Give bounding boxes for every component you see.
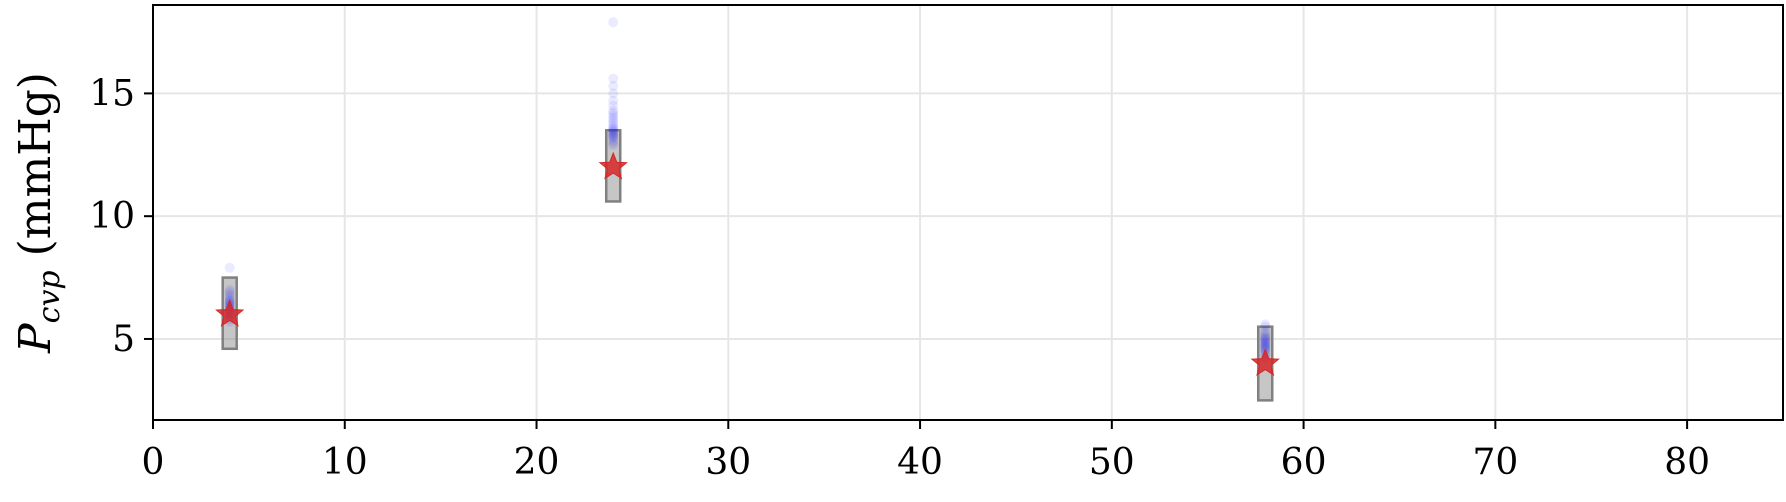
sample-point [608,73,619,84]
sample-point [224,262,235,273]
sample-point [608,81,619,92]
sample-point [1260,321,1271,332]
sample-point [608,130,619,141]
sample-point [608,100,619,111]
observed-star [598,151,628,180]
sample-point [608,110,619,121]
y-axis-label-unit: (mmHg) [10,72,61,256]
sample-point [1260,329,1271,340]
sample-point [224,292,235,303]
observed-star [215,299,245,327]
sample-point [608,128,619,139]
x-tick-label: 60 [1281,442,1327,483]
sample-point [1260,342,1271,353]
sample-point [224,289,235,300]
y-axis-label-symbol: P [10,322,61,354]
y-tick-label: 15 [89,73,135,114]
x-tick-label: 50 [1089,442,1135,483]
grid [153,5,1783,420]
x-tick-label: 10 [322,442,368,483]
sample-point [608,108,619,119]
sample-point [608,131,619,142]
sample-points [224,17,1271,364]
y-axis-label: Pcvp (mmHg) [10,72,67,354]
x-tick-label: 0 [142,442,165,483]
sample-point [608,17,619,28]
sample-point [608,120,619,131]
x-tick-label: 30 [705,442,751,483]
sample-point [1260,333,1271,344]
sample-point [1260,332,1271,343]
y-tick-label: 10 [89,196,135,237]
sample-point [608,122,619,133]
sample-point [1260,319,1271,330]
sample-point [608,139,619,150]
sample-point [1260,337,1271,348]
sample-point [608,124,619,135]
sample-point [608,117,619,128]
x-tick-label: 80 [1664,442,1710,483]
sample-point [608,132,619,143]
sample-point [608,95,619,106]
sample-point [608,112,619,123]
sample-point [224,287,235,298]
sample-point [1260,341,1271,352]
observed-markers [215,151,1280,376]
sample-point [1260,326,1271,337]
sample-point [1260,338,1271,349]
sample-point [608,127,619,138]
y-tick-label: 5 [112,319,135,360]
x-tick-label: 70 [1472,442,1518,483]
x-tick-label: 40 [897,442,943,483]
sample-point [1260,340,1271,351]
sample-point [608,126,619,137]
sample-point [1260,336,1271,347]
plot-frame [152,4,1784,421]
sample-point [608,105,619,116]
y-axis: 5 10 15 [89,73,153,360]
x-axis: 0 10 20 30 40 50 60 70 80 [142,420,1710,483]
sample-point [608,135,619,146]
sample-point [608,137,619,148]
sample-point [608,115,619,126]
x-tick-label: 20 [514,442,560,483]
y-axis-label-subscript: cvp [32,270,67,323]
observed-star [1250,348,1280,376]
sample-point [224,284,235,295]
sample-point [608,125,619,136]
sample-point [1260,335,1271,346]
sample-point [1260,331,1271,342]
sample-point [608,88,619,99]
error-boxes [221,128,1274,402]
